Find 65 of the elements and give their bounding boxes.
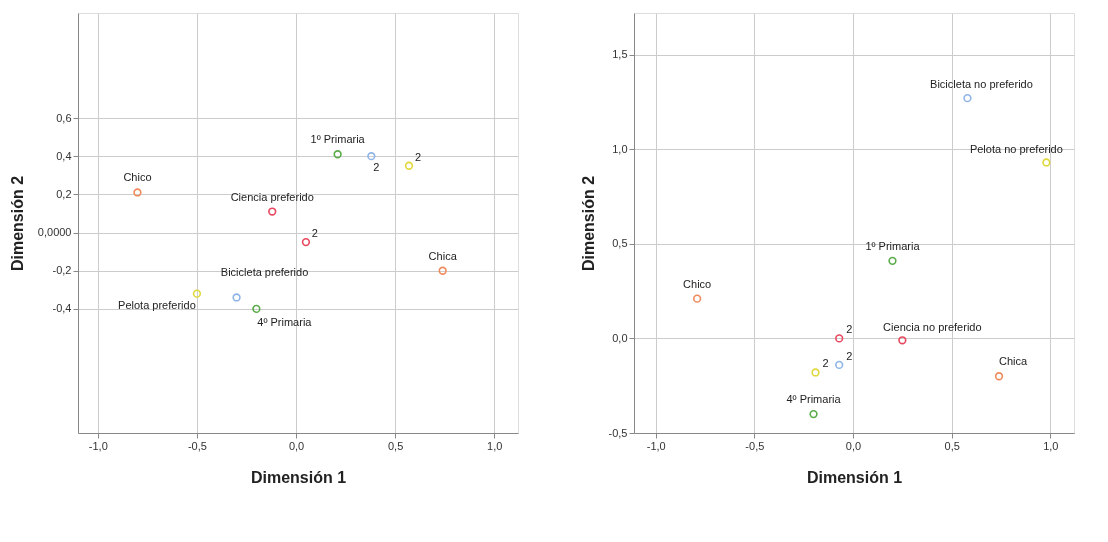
point — [438, 266, 447, 275]
annotation: 2 — [373, 161, 380, 174]
annotation: Chica — [998, 355, 1028, 368]
point — [835, 360, 844, 370]
point — [301, 237, 311, 247]
annotation: Pelota preferido — [118, 298, 196, 311]
annotation: 2 — [311, 227, 318, 240]
y-axis-title: Dimensión 2 — [579, 175, 597, 272]
point — [1042, 158, 1051, 167]
x-axis-title: Dimensión 1 — [250, 468, 347, 486]
point — [898, 336, 907, 345]
y-tick-label: -0,5 — [608, 426, 628, 439]
point — [994, 372, 1004, 381]
annotation: 2 — [846, 323, 853, 336]
x-tick-label: 0,5 — [387, 439, 404, 452]
y-tick-label: 0,0000 — [37, 226, 72, 239]
point — [811, 368, 820, 377]
y-tick-label: 0,2 — [56, 187, 72, 200]
y-tick-label: 0,5 — [612, 237, 628, 250]
annotation: 4º Primaria — [786, 393, 842, 406]
point — [367, 152, 376, 161]
point — [232, 293, 241, 302]
point — [692, 294, 702, 303]
x-tick-label: 0,0 — [845, 439, 862, 452]
point — [888, 256, 897, 265]
x-tick-label: -0,5 — [187, 439, 207, 452]
annotation: 2 — [846, 349, 853, 362]
y-tick-label: 0,0 — [612, 331, 628, 344]
point — [809, 409, 818, 419]
x-tick-label: -1,0 — [646, 439, 666, 452]
x-tick-label: 1,0 — [487, 439, 503, 452]
x-tick-label: 0,5 — [944, 439, 960, 452]
point — [835, 334, 844, 343]
x-tick-label: -1,0 — [88, 439, 108, 452]
point — [963, 93, 972, 103]
annotation: 4º Primaria — [257, 315, 313, 328]
annotation: Bicicleta preferido — [220, 266, 309, 279]
x-axis-title: Dimensión 1 — [806, 468, 903, 486]
point — [133, 188, 142, 197]
annotation: Bicicleta no preferido — [930, 78, 1033, 91]
y-tick-label: 0,6 — [56, 111, 72, 124]
annotation: 1º Primaria — [310, 133, 366, 146]
x-tick-label: 1,0 — [1043, 439, 1059, 452]
point — [252, 304, 261, 314]
point — [404, 161, 414, 170]
annotation: 2 — [822, 357, 829, 370]
y-tick-label: -0,2 — [52, 264, 72, 277]
annotation: 1º Primaria — [865, 239, 921, 252]
annotation: Pelota no preferido — [969, 143, 1063, 156]
y-tick-label: 1,5 — [612, 48, 628, 61]
annotation: Chico — [123, 171, 152, 184]
y-tick-label: 1,0 — [612, 142, 628, 155]
y-tick-label: 0,4 — [56, 149, 72, 162]
annotation: Chico — [683, 277, 712, 290]
annotation: Ciencia no preferido — [883, 321, 982, 334]
point — [268, 207, 277, 216]
point — [333, 150, 342, 159]
point — [192, 289, 202, 298]
annotation: Ciencia preferido — [230, 190, 314, 203]
x-tick-label: 0,0 — [288, 439, 305, 452]
annotation: 2 — [414, 150, 422, 163]
y-axis-title: Dimensión 2 — [8, 175, 26, 272]
x-tick-label: -0,5 — [745, 439, 765, 452]
y-tick-label: -0,4 — [52, 302, 72, 315]
annotation: Chica — [428, 249, 458, 262]
